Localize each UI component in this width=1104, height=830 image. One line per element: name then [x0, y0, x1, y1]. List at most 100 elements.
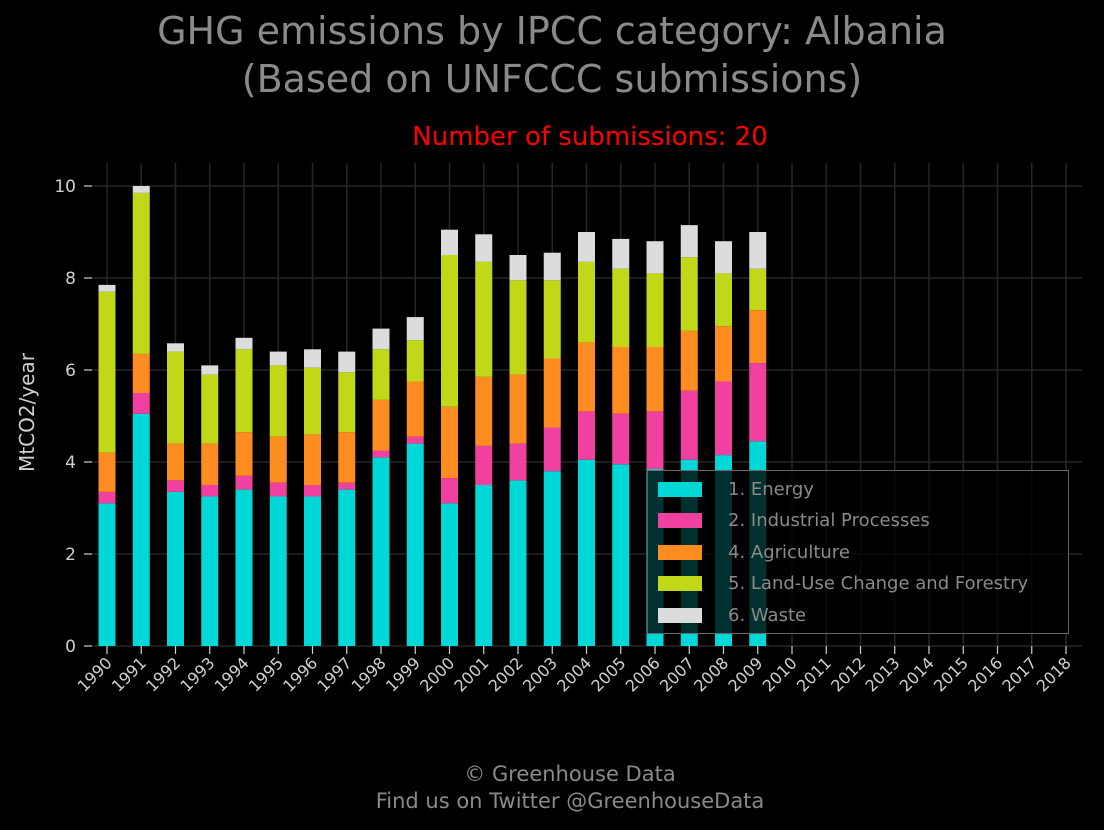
bar-2008-2-industrial-processes — [715, 381, 732, 456]
footer-copyright: © Greenhouse Data — [464, 762, 676, 786]
bar-1997-6-waste — [338, 351, 356, 373]
y-axis-label: MtCO2/year — [15, 352, 39, 472]
bar-2003-5-land-use-change-and-forestry — [543, 280, 561, 359]
bar-2002-2-industrial-processes — [509, 443, 527, 481]
bar-2009-4-agriculture — [749, 310, 767, 364]
legend-swatch — [658, 544, 702, 560]
x-tick-label: 1997 — [313, 653, 355, 695]
legend-item: 1. Energy — [658, 479, 814, 500]
x-tick-label: 2002 — [485, 653, 527, 695]
footer-twitter: Find us on Twitter @GreenhouseData — [375, 789, 765, 813]
bar-2008-4-agriculture — [715, 326, 732, 382]
bar-2005-4-agriculture — [612, 347, 630, 414]
x-tick-label: 1994 — [211, 653, 253, 695]
legend-label: 5. Land-Use Change and Forestry — [728, 573, 1029, 594]
bar-1993-5-land-use-change-and-forestry — [201, 374, 219, 444]
bar-1993-4-agriculture — [201, 443, 219, 485]
bar-1995-6-waste — [269, 351, 287, 366]
bar-1992-2-industrial-processes — [167, 480, 184, 492]
bar-1997-5-land-use-change-and-forestry — [338, 372, 356, 433]
bar-2002-5-land-use-change-and-forestry — [509, 280, 527, 375]
bar-1994-6-waste — [235, 337, 253, 350]
bar-2006-5-land-use-change-and-forestry — [646, 273, 664, 347]
x-tick-label: 2015 — [930, 653, 972, 695]
x-tick-label: 2017 — [998, 653, 1040, 695]
bar-1999-1-energy — [406, 443, 424, 646]
bar-1996-6-waste — [304, 349, 321, 368]
x-tick-label: 1996 — [279, 653, 321, 695]
y-tick-label: 4 — [65, 453, 76, 473]
bar-2003-6-waste — [543, 252, 561, 281]
x-tick-label: 2005 — [587, 653, 629, 695]
x-tick-label: 2003 — [519, 653, 561, 695]
bar-2002-1-energy — [509, 480, 527, 646]
bar-2007-4-agriculture — [680, 330, 698, 391]
bar-1996-5-land-use-change-and-forestry — [304, 367, 321, 435]
legend-item: 4. Agriculture — [658, 541, 850, 563]
bar-2002-6-waste — [509, 255, 527, 281]
bar-1990-4-agriculture — [98, 452, 116, 492]
bar-1993-1-energy — [201, 496, 219, 646]
bar-2001-5-land-use-change-and-forestry — [475, 261, 493, 377]
bar-2008-5-land-use-change-and-forestry — [715, 273, 732, 327]
bar-2004-5-land-use-change-and-forestry — [578, 261, 595, 343]
bar-2009-2-industrial-processes — [749, 363, 767, 442]
bar-1997-1-energy — [338, 489, 356, 646]
x-tick-label: 2007 — [656, 653, 698, 695]
chart-subtitle: Number of submissions: 20 — [412, 122, 768, 152]
y-tick-label: 0 — [65, 637, 76, 657]
x-tick-label: 2011 — [793, 653, 835, 695]
legend-label: 2. Industrial Processes — [728, 510, 930, 531]
x-tick-label: 2000 — [416, 653, 458, 695]
legend-swatch — [658, 513, 702, 528]
bar-2003-1-energy — [543, 471, 561, 646]
bar-1994-5-land-use-change-and-forestry — [235, 349, 253, 433]
bar-1994-2-industrial-processes — [235, 475, 253, 490]
bar-1996-4-agriculture — [304, 434, 321, 485]
bar-2004-4-agriculture — [578, 342, 595, 412]
bar-2001-1-energy — [475, 485, 493, 646]
bar-1994-1-energy — [235, 489, 253, 646]
bar-1996-2-industrial-processes — [304, 485, 321, 497]
bar-1993-6-waste — [201, 365, 219, 375]
legend-label: 4. Agriculture — [728, 541, 850, 563]
x-tick-label: 2004 — [553, 653, 595, 695]
bar-2009-6-waste — [749, 232, 767, 269]
x-tick-label: 1999 — [382, 653, 424, 695]
bar-2000-6-waste — [441, 229, 458, 255]
bar-1995-1-energy — [269, 496, 287, 646]
bar-1997-2-industrial-processes — [338, 482, 356, 490]
y-tick-label: 2 — [65, 545, 76, 565]
bar-2006-2-industrial-processes — [646, 411, 664, 469]
bar-1992-4-agriculture — [167, 443, 184, 481]
bar-1991-5-land-use-change-and-forestry — [132, 192, 150, 354]
x-tick-label: 2013 — [861, 653, 903, 695]
bar-1995-4-agriculture — [269, 436, 287, 483]
y-tick-label: 6 — [65, 361, 76, 381]
bar-2007-2-industrial-processes — [680, 390, 698, 460]
bar-1992-5-land-use-change-and-forestry — [167, 351, 184, 444]
bar-1992-1-energy — [167, 491, 184, 646]
bar-1991-4-agriculture — [132, 353, 150, 393]
legend-label: 6. Waste — [728, 604, 807, 626]
x-tick-label: 1991 — [108, 653, 150, 695]
bar-1990-6-waste — [98, 284, 116, 292]
x-tick-label: 1995 — [245, 653, 287, 695]
bar-2006-6-waste — [646, 241, 664, 274]
bar-2009-5-land-use-change-and-forestry — [749, 268, 767, 311]
legend-swatch — [658, 607, 702, 623]
bar-1992-6-waste — [167, 343, 184, 352]
bar-2008-6-waste — [715, 241, 732, 274]
bar-1990-5-land-use-change-and-forestry — [98, 291, 116, 453]
bar-2003-4-agriculture — [543, 358, 561, 428]
bar-1990-1-energy — [98, 503, 116, 646]
x-tick-label: 2001 — [450, 653, 492, 695]
bar-2002-4-agriculture — [509, 374, 527, 444]
bar-1998-6-waste — [372, 328, 390, 350]
bar-2000-4-agriculture — [441, 406, 458, 479]
bar-1995-2-industrial-processes — [269, 482, 287, 497]
bar-1998-5-land-use-change-and-forestry — [372, 349, 390, 400]
bar-1991-6-waste — [132, 186, 150, 193]
bar-2001-2-industrial-processes — [475, 445, 493, 485]
